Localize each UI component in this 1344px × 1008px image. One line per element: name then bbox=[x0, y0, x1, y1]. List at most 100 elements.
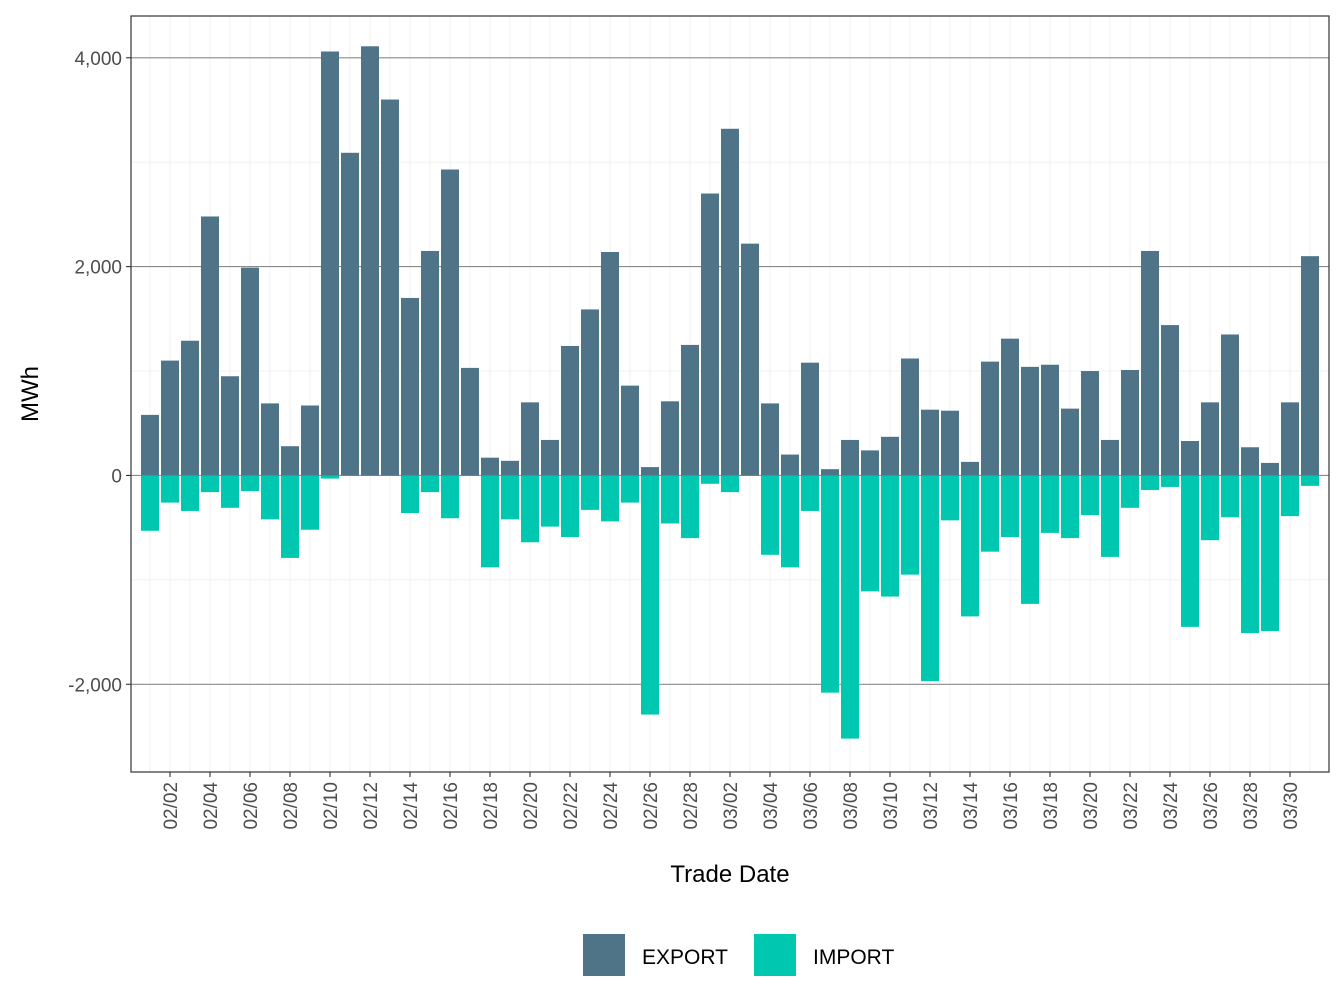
bar-import-03-28 bbox=[1241, 475, 1259, 634]
x-tick-label: 02/14 bbox=[401, 782, 422, 830]
bar-import-03-20 bbox=[1081, 475, 1099, 516]
bar-import-03-01 bbox=[701, 475, 719, 484]
bar-import-03-26 bbox=[1201, 475, 1219, 541]
bar-import-03-04 bbox=[761, 475, 779, 555]
bar-import-03-14 bbox=[961, 475, 979, 617]
x-tick-label: 02/04 bbox=[201, 782, 222, 830]
bar-export-03-20 bbox=[1081, 371, 1099, 476]
bar-export-03-18 bbox=[1041, 364, 1059, 476]
bar-export-02-09 bbox=[301, 405, 319, 476]
x-tick-label: 03/14 bbox=[961, 782, 982, 830]
bar-import-03-07 bbox=[821, 475, 839, 693]
x-tick-label: 02/28 bbox=[681, 782, 702, 830]
bar-export-03-17 bbox=[1021, 366, 1039, 476]
bar-import-03-17 bbox=[1021, 475, 1039, 604]
bar-export-02-24 bbox=[601, 251, 619, 476]
bar-export-03-24 bbox=[1161, 325, 1179, 476]
bar-import-03-24 bbox=[1161, 475, 1179, 487]
legend-label-import: IMPORT bbox=[813, 946, 894, 969]
bar-export-03-04 bbox=[761, 403, 779, 476]
bar-import-02-20 bbox=[521, 475, 539, 543]
bar-export-03-05 bbox=[781, 454, 799, 476]
bar-import-03-16 bbox=[1001, 475, 1019, 538]
bar-import-03-13 bbox=[941, 475, 959, 521]
bar-export-03-03 bbox=[741, 243, 759, 476]
x-tick-label: 03/20 bbox=[1081, 782, 1102, 830]
bar-export-02-21 bbox=[541, 439, 559, 476]
bar-import-02-24 bbox=[601, 475, 619, 522]
y-tick-label: 0 bbox=[111, 466, 122, 487]
bar-import-03-08 bbox=[841, 475, 859, 739]
x-axis: 02/02 02/04 02/06 02/08 02/10 02/12 02/14 02/16… bbox=[161, 772, 1302, 830]
bar-import-03-21 bbox=[1101, 475, 1119, 557]
bar-import-02-02 bbox=[161, 475, 179, 503]
bar-import-03-06 bbox=[801, 475, 819, 511]
bar-import-03-18 bbox=[1041, 475, 1059, 533]
bar-import-02-26 bbox=[641, 475, 659, 715]
bar-import-02-05 bbox=[221, 475, 239, 508]
bar-import-03-02 bbox=[721, 475, 739, 493]
bar-export-03-11 bbox=[901, 358, 919, 476]
bar-import-03-25 bbox=[1181, 475, 1199, 627]
bar-import-02-25 bbox=[621, 475, 639, 503]
bar-export-03-25 bbox=[1181, 440, 1199, 476]
bar-export-03-09 bbox=[861, 450, 879, 476]
y-tick-label: 4,000 bbox=[74, 49, 122, 70]
bar-export-02-04 bbox=[201, 216, 219, 476]
bar-export-03-02 bbox=[721, 128, 739, 476]
bar-export-02-03 bbox=[181, 340, 199, 476]
y-tick-label: 2,000 bbox=[74, 258, 122, 279]
bar-export-02-15 bbox=[421, 250, 439, 476]
bar-export-02-08 bbox=[281, 446, 299, 476]
bar-import-02-19 bbox=[501, 475, 519, 520]
bar-export-03-23 bbox=[1141, 250, 1159, 476]
bar-export-03-21 bbox=[1101, 439, 1119, 476]
legend-label-export: EXPORT bbox=[642, 946, 728, 969]
bar-import-03-27 bbox=[1221, 475, 1239, 518]
bar-export-03-06 bbox=[801, 362, 819, 476]
bar-import-02-21 bbox=[541, 475, 559, 527]
bar-export-02-07 bbox=[261, 403, 279, 476]
bar-import-02-07 bbox=[261, 475, 279, 520]
bar-export-03-27 bbox=[1221, 334, 1239, 476]
x-tick-label: 02/12 bbox=[361, 782, 382, 830]
bar-export-02-26 bbox=[641, 467, 659, 476]
bar-export-02-02 bbox=[161, 360, 179, 476]
x-tick-label: 03/16 bbox=[1001, 782, 1022, 830]
bar-export-03-15 bbox=[981, 361, 999, 476]
y-axis-title: MWh bbox=[17, 366, 44, 422]
x-tick-label: 03/18 bbox=[1041, 782, 1062, 830]
bar-import-03-15 bbox=[981, 475, 999, 552]
bar-import-03-29 bbox=[1261, 475, 1279, 632]
x-tick-label: 02/20 bbox=[521, 782, 542, 830]
legend-swatch-import bbox=[754, 934, 796, 976]
bar-export-02-18 bbox=[481, 457, 499, 476]
bar-import-03-10 bbox=[881, 475, 899, 597]
bar-export-02-17 bbox=[461, 367, 479, 476]
bar-import-02-23 bbox=[581, 475, 599, 510]
bar-import-02-08 bbox=[281, 475, 299, 558]
x-tick-label: 02/06 bbox=[241, 782, 262, 830]
bar-export-03-28 bbox=[1241, 447, 1259, 476]
x-tick-label: 03/24 bbox=[1161, 782, 1182, 830]
bar-import-02-10 bbox=[321, 475, 339, 479]
bar-export-02-22 bbox=[561, 345, 579, 476]
x-tick-label: 03/06 bbox=[801, 782, 822, 830]
bar-import-03-12 bbox=[921, 475, 939, 682]
bar-import-02-03 bbox=[181, 475, 199, 511]
bar-export-03-22 bbox=[1121, 369, 1139, 476]
x-tick-label: 03/08 bbox=[841, 782, 862, 830]
bar-export-03-13 bbox=[941, 410, 959, 476]
bar-export-03-30 bbox=[1281, 402, 1299, 476]
bar-export-02-20 bbox=[521, 402, 539, 476]
bar-import-03-19 bbox=[1061, 475, 1079, 539]
bar-export-02-27 bbox=[661, 401, 679, 476]
bar-export-03-12 bbox=[921, 409, 939, 476]
x-axis-title: Trade Date bbox=[670, 861, 789, 888]
bars-import bbox=[141, 475, 1319, 739]
x-tick-label: 03/12 bbox=[921, 782, 942, 830]
bar-export-03-10 bbox=[881, 436, 899, 476]
bar-export-02-14 bbox=[401, 297, 419, 476]
legend-swatch-export bbox=[583, 934, 625, 976]
